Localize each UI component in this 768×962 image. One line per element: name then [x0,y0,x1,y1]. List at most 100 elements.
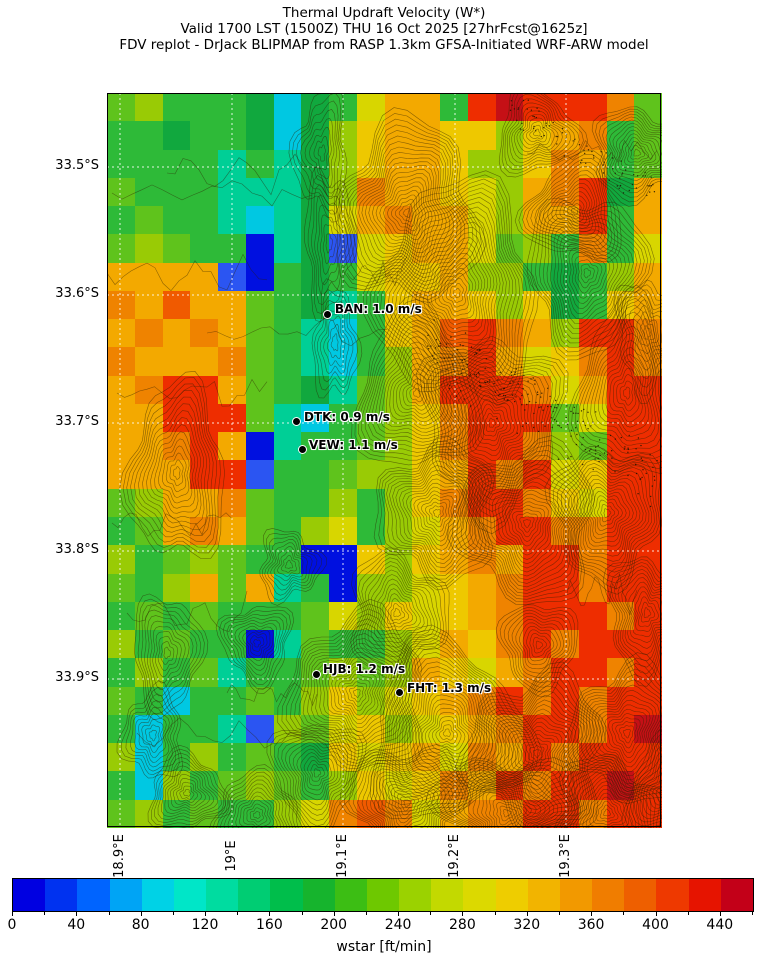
terrain-contour [253,639,261,648]
terrain-contour [442,273,471,312]
scree-dot [635,187,638,189]
scree-dot [433,358,435,360]
terrain-contour [646,767,662,812]
terrain-contour [343,130,470,290]
terrain-contour [415,694,482,764]
colorbar-segment [13,879,46,911]
terrain-contour [134,706,170,763]
scree-dot [517,108,519,110]
terrain-contour [107,253,268,292]
scree-dot [514,373,516,375]
scree-dot [509,382,511,384]
colorbar-tick [655,911,657,916]
scree-dot [433,352,435,354]
terrain-contour [499,805,518,822]
colorbar-tick [205,911,206,916]
scree-dot [456,395,458,397]
terrain-contour [421,497,451,533]
colorbar-tick-label: 280 [449,917,476,933]
terrain-contour [514,729,559,782]
terrain-contour [456,445,591,600]
terrain-contour [385,347,449,430]
raster-cell [107,403,135,433]
terrain-contour [563,199,585,223]
terrain-contour [464,386,522,462]
raster-cell [190,686,218,715]
scree-dot [553,418,556,421]
terrain-contour [542,178,600,240]
terrain-contour [474,464,579,588]
colorbar-tick-label: 440 [706,917,734,933]
scree-dot [542,409,544,411]
terrain-contour [402,221,501,355]
terrain-contour [144,724,161,748]
terrain-contour [158,438,193,504]
scree-dot [541,392,543,394]
raster-cell [134,771,163,800]
terrain-contour [442,728,451,737]
scree-dot [510,100,513,102]
raster-cell [107,799,135,828]
terrain-contour [373,578,425,639]
terrain-contour [341,677,371,712]
terrain-contour [515,619,565,674]
scree-dot [517,383,519,385]
scree-dot [594,458,596,460]
terrain-contour [447,766,570,828]
terrain-contour [348,751,467,828]
scree-dot [584,424,587,427]
station-marker [323,309,333,319]
scree-dot [595,411,597,413]
terrain-contour [609,361,643,423]
raster-cell [495,403,524,433]
terrain-contour [577,259,599,289]
terrain-contour [146,417,202,519]
terrain-contour [478,685,593,821]
scree-dot [637,493,639,495]
terrain-contour [418,699,478,761]
terrain-contour [607,713,644,759]
raster-cell [218,347,246,376]
terrain-contour [621,133,657,170]
raster-cell [218,93,246,122]
terrain-contour [160,641,175,665]
raster-cell [495,601,524,631]
terrain-contour [578,781,637,828]
terrain-contour [150,424,199,514]
terrain-contour [431,716,462,748]
raster-cell [134,121,163,150]
scree-dot [511,394,514,396]
raster-cell [245,686,274,715]
scree-dot [642,175,644,177]
raster-cell [245,149,274,178]
scree-dot [493,382,495,385]
scree-dot [427,345,429,347]
scree-dot [521,425,524,427]
terrain-contour [436,761,576,828]
raster-cell [273,347,302,376]
raster-cell [245,93,274,122]
terrain-contour [501,93,584,174]
raster-cell [245,488,274,518]
raster-cell [107,262,135,291]
title-line-2: Valid 1700 LST (1500Z) THU 16 Oct 2025 [… [180,21,588,37]
raster-cell [467,573,496,602]
terrain-contour [314,194,348,296]
raster-cell [356,206,385,235]
terrain-contour [382,642,527,805]
scree-dot [603,161,605,163]
raster-cell [356,573,385,602]
scree-dot [509,109,512,111]
scree-dot [500,388,502,390]
terrain-contour [352,755,464,828]
terrain-contour [373,435,496,591]
raster-cell [107,347,135,376]
terrain-contour [277,598,423,772]
terrain-contour [298,623,408,758]
scree-dot [537,393,539,396]
raster-cell [134,206,163,235]
terrain-contour [507,612,570,683]
colorbar-segment [495,879,528,911]
scree-dot [488,381,491,383]
terrain-contour [357,303,478,457]
